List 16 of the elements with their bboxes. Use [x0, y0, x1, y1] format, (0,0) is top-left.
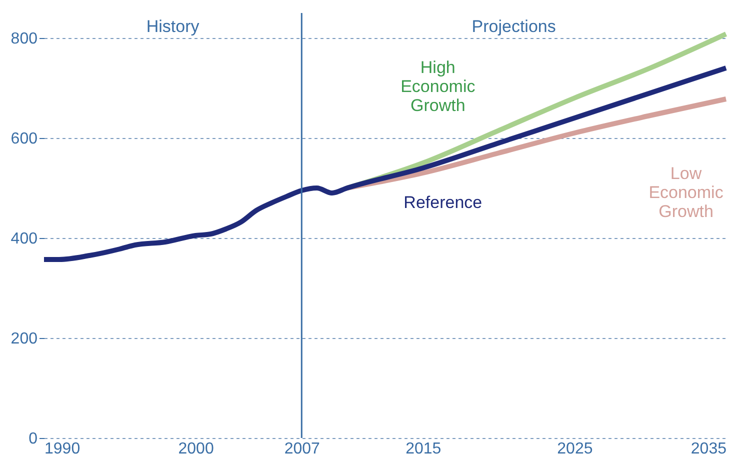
x-tick-label: 2035: [690, 440, 727, 458]
series-label: Reference: [404, 193, 482, 212]
x-tick-label: 2007: [284, 440, 320, 458]
y-tick-label: 0: [28, 430, 38, 448]
text: Low Economic Growth: [648, 164, 724, 221]
y-tick-label: 200: [10, 330, 38, 348]
series-label: High Economic Growth: [400, 58, 476, 115]
y-tick-label: 800: [10, 30, 38, 48]
x-tick-label: 2000: [178, 440, 214, 458]
x-tick-label: 2025: [557, 440, 593, 458]
y-tick-label: 400: [10, 230, 38, 248]
x-tick-label: 2015: [406, 440, 442, 458]
annotation: Projections: [472, 17, 556, 36]
annotation: History: [146, 17, 200, 36]
x-tick-label: 1990: [44, 440, 80, 458]
y-tick-label: 600: [10, 130, 38, 148]
